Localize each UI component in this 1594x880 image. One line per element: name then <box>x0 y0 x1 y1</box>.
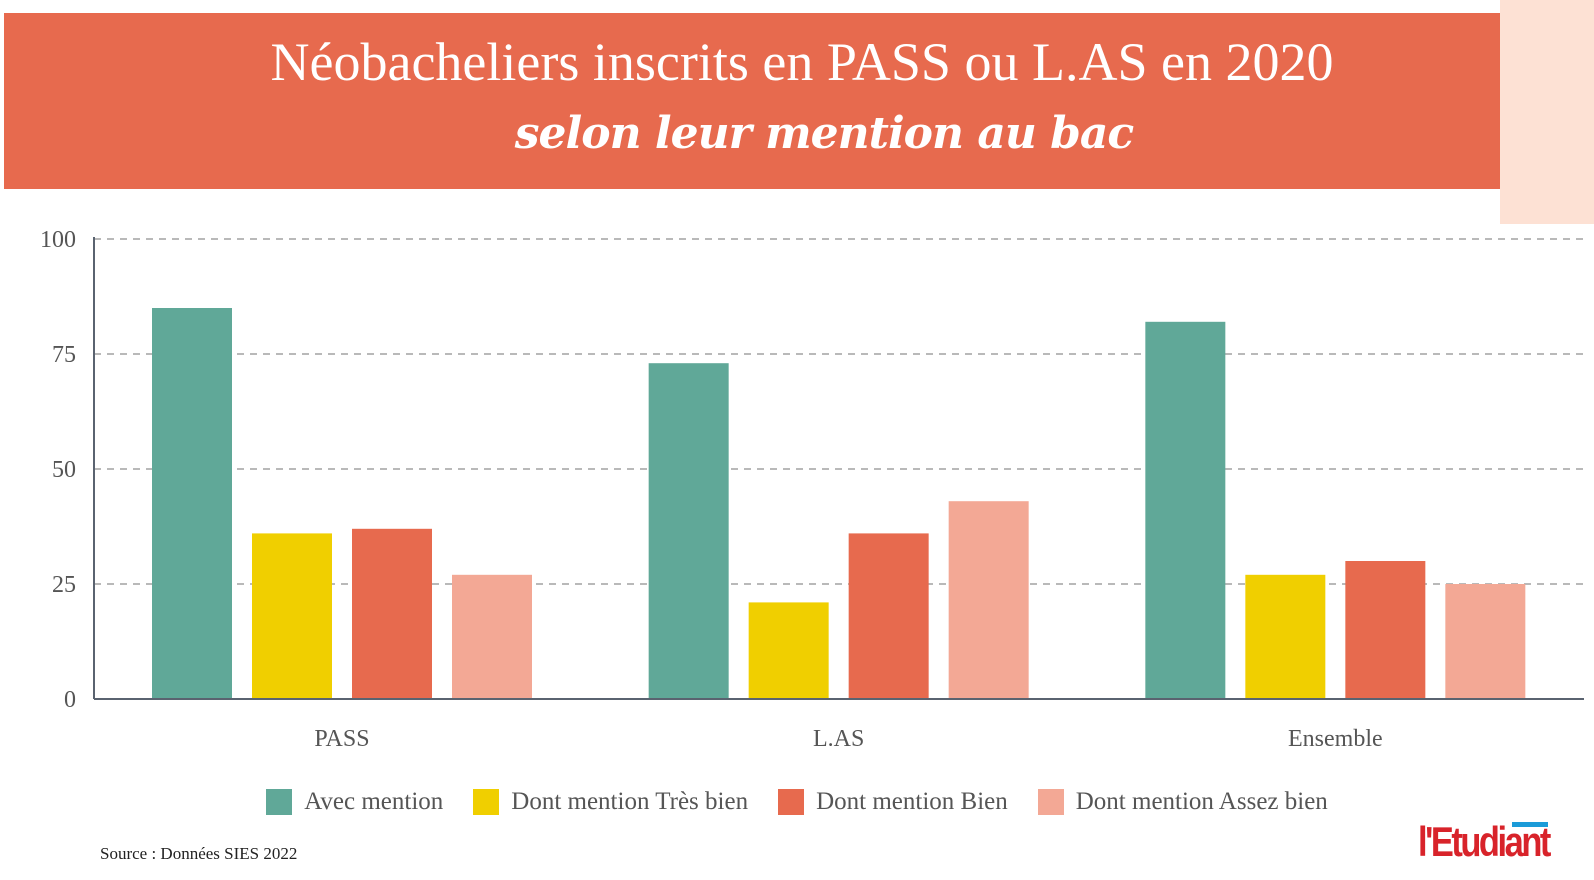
legend-item: Avec mention <box>266 788 443 816</box>
legend-item: Dont mention Bien <box>778 788 1008 816</box>
y-tick-label: 25 <box>52 572 76 598</box>
legend-item: Dont mention Assez bien <box>1037 788 1328 816</box>
bar <box>1245 574 1326 699</box>
bar <box>948 501 1029 699</box>
bar <box>452 574 532 699</box>
legend-label: Dont mention Bien <box>816 788 1008 815</box>
legend-label: Avec mention <box>304 788 444 815</box>
x-tick-label: PASS <box>314 726 369 752</box>
header-band <box>4 13 1500 189</box>
x-tick-label: Ensemble <box>1288 726 1383 752</box>
legend-swatch <box>473 789 500 815</box>
axes <box>93 237 1584 700</box>
y-tick-label: 50 <box>52 457 76 483</box>
legend-swatch <box>1037 789 1064 815</box>
y-tick-label: 0 <box>64 687 76 713</box>
legend-swatch <box>266 789 293 815</box>
bar <box>648 363 729 699</box>
logo-accent-bar <box>1512 822 1548 827</box>
legend-label: Dont mention Assez bien <box>1075 788 1328 815</box>
bar <box>1445 584 1526 699</box>
y-tick-label: 75 <box>52 342 76 368</box>
bar <box>1345 561 1426 699</box>
source-note: Source : Données SIES 2022 <box>100 844 298 863</box>
legend-label: Dont mention Très bien <box>511 788 749 815</box>
chart-title: Néobacheliers inscrits en PASS ou L.AS e… <box>270 32 1334 92</box>
bar <box>352 528 432 699</box>
bar-chart: 0 25 50 75 100 PASS L.AS Ensemble <box>40 227 1584 752</box>
bar <box>1145 321 1226 699</box>
bar <box>252 533 332 699</box>
tick-labels: 0 25 50 75 100 PASS L.AS Ensemble <box>40 227 1383 752</box>
legend-item: Dont mention Très bien <box>473 788 748 816</box>
bar <box>152 308 232 699</box>
bar <box>848 533 929 699</box>
legend: Avec mention Dont mention Très bien Dont m… <box>0 782 1594 822</box>
y-tick-label: 100 <box>40 227 76 253</box>
side-accent <box>1500 0 1594 224</box>
chart-subtitle: selon leur mention au bac <box>514 108 1134 159</box>
bars <box>152 308 1526 699</box>
legend-swatch <box>778 789 805 815</box>
bar <box>748 602 829 699</box>
x-tick-label: L.AS <box>813 726 864 752</box>
grid-lines <box>94 238 1584 585</box>
